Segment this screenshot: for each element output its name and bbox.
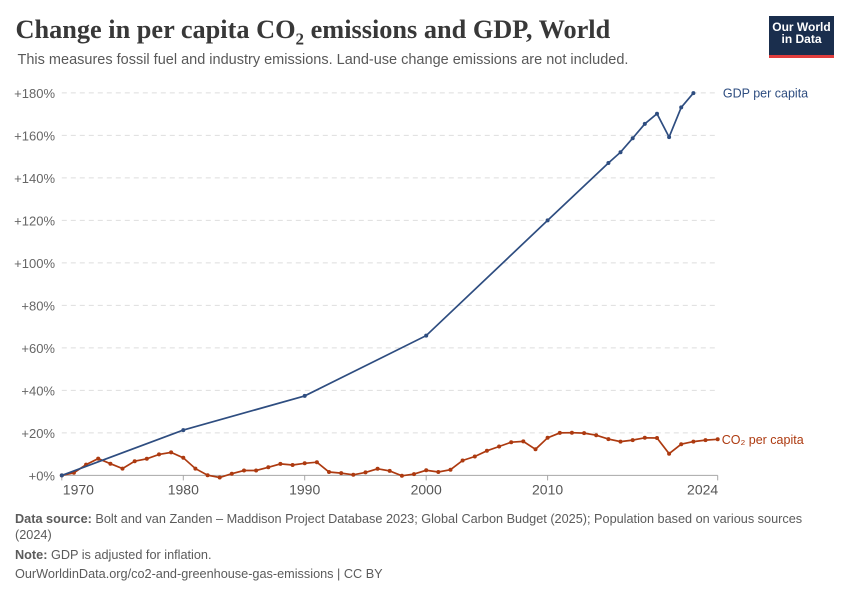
svg-text:GDP per capita: GDP per capita — [723, 87, 808, 101]
svg-text:+80%: +80% — [21, 298, 55, 313]
svg-text:+40%: +40% — [21, 383, 55, 398]
svg-text:+20%: +20% — [21, 426, 55, 441]
svg-text:2000: 2000 — [411, 482, 442, 498]
svg-text:1970: 1970 — [63, 482, 94, 498]
svg-text:+60%: +60% — [21, 341, 55, 356]
svg-text:1990: 1990 — [289, 482, 320, 498]
svg-text:+100%: +100% — [14, 256, 55, 271]
svg-text:+120%: +120% — [14, 213, 55, 228]
svg-text:1980: 1980 — [168, 482, 199, 498]
svg-text:+160%: +160% — [14, 128, 55, 143]
svg-text:2010: 2010 — [532, 482, 563, 498]
svg-text:CO₂ per capita: CO₂ per capita — [722, 433, 804, 447]
svg-text:+0%: +0% — [29, 468, 56, 483]
svg-text:+140%: +140% — [14, 171, 55, 186]
svg-text:+180%: +180% — [14, 86, 55, 101]
svg-text:2024: 2024 — [687, 482, 718, 498]
